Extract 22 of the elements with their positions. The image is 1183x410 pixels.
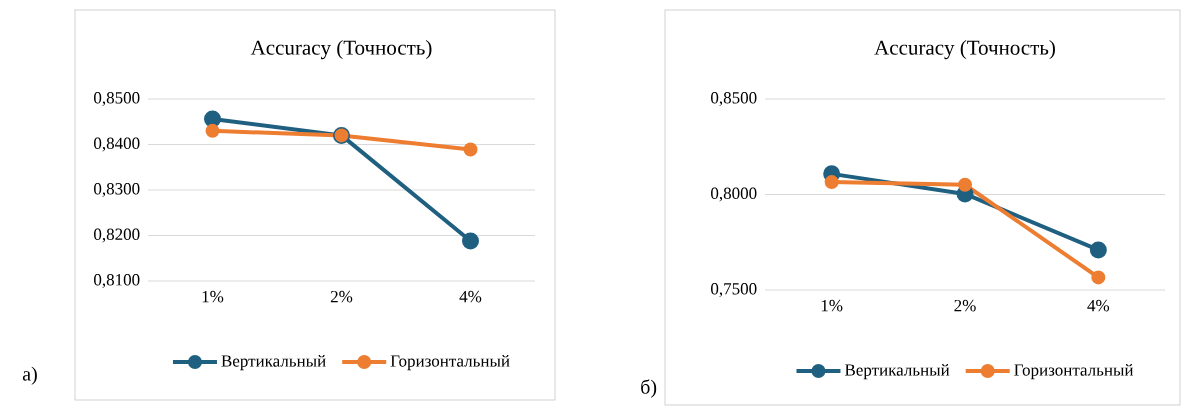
x-tick-label: 2%: [954, 299, 976, 312]
y-tick-label: 0,8000: [711, 187, 757, 202]
y-tick-label: 0,7500: [711, 283, 757, 297]
text: б): [641, 379, 657, 398]
y-tick-label: 0,8500: [711, 92, 757, 106]
x-tick-label: 1%: [202, 290, 224, 303]
chart-title: Accuracy (Точность): [250, 40, 432, 60]
x-tick-label: 1%: [821, 299, 843, 312]
y-tick-label: 0,8300: [94, 183, 140, 197]
x-tick-label: 2%: [330, 290, 353, 303]
x-tick-label: 4%: [1087, 299, 1110, 312]
legend-label: Горизонтальный: [1014, 363, 1134, 380]
chart-title: Accuracy (Точность): [874, 40, 1055, 60]
legend-label: Вертикальный: [844, 363, 950, 380]
legend-label: Горизонтальный: [390, 354, 510, 371]
y-tick-label: 0,8200: [94, 228, 140, 243]
y-tick-label: 0,8500: [94, 92, 140, 106]
y-tick-label: 0,8100: [94, 274, 140, 288]
x-tick-label: 4%: [459, 290, 482, 303]
text: а): [22, 366, 37, 385]
legend-label: Вертикальный: [221, 354, 326, 371]
y-tick-label: 0,8400: [94, 137, 140, 152]
